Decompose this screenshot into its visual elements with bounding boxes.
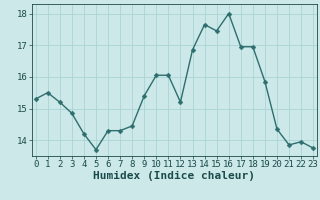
X-axis label: Humidex (Indice chaleur): Humidex (Indice chaleur) <box>93 171 255 181</box>
